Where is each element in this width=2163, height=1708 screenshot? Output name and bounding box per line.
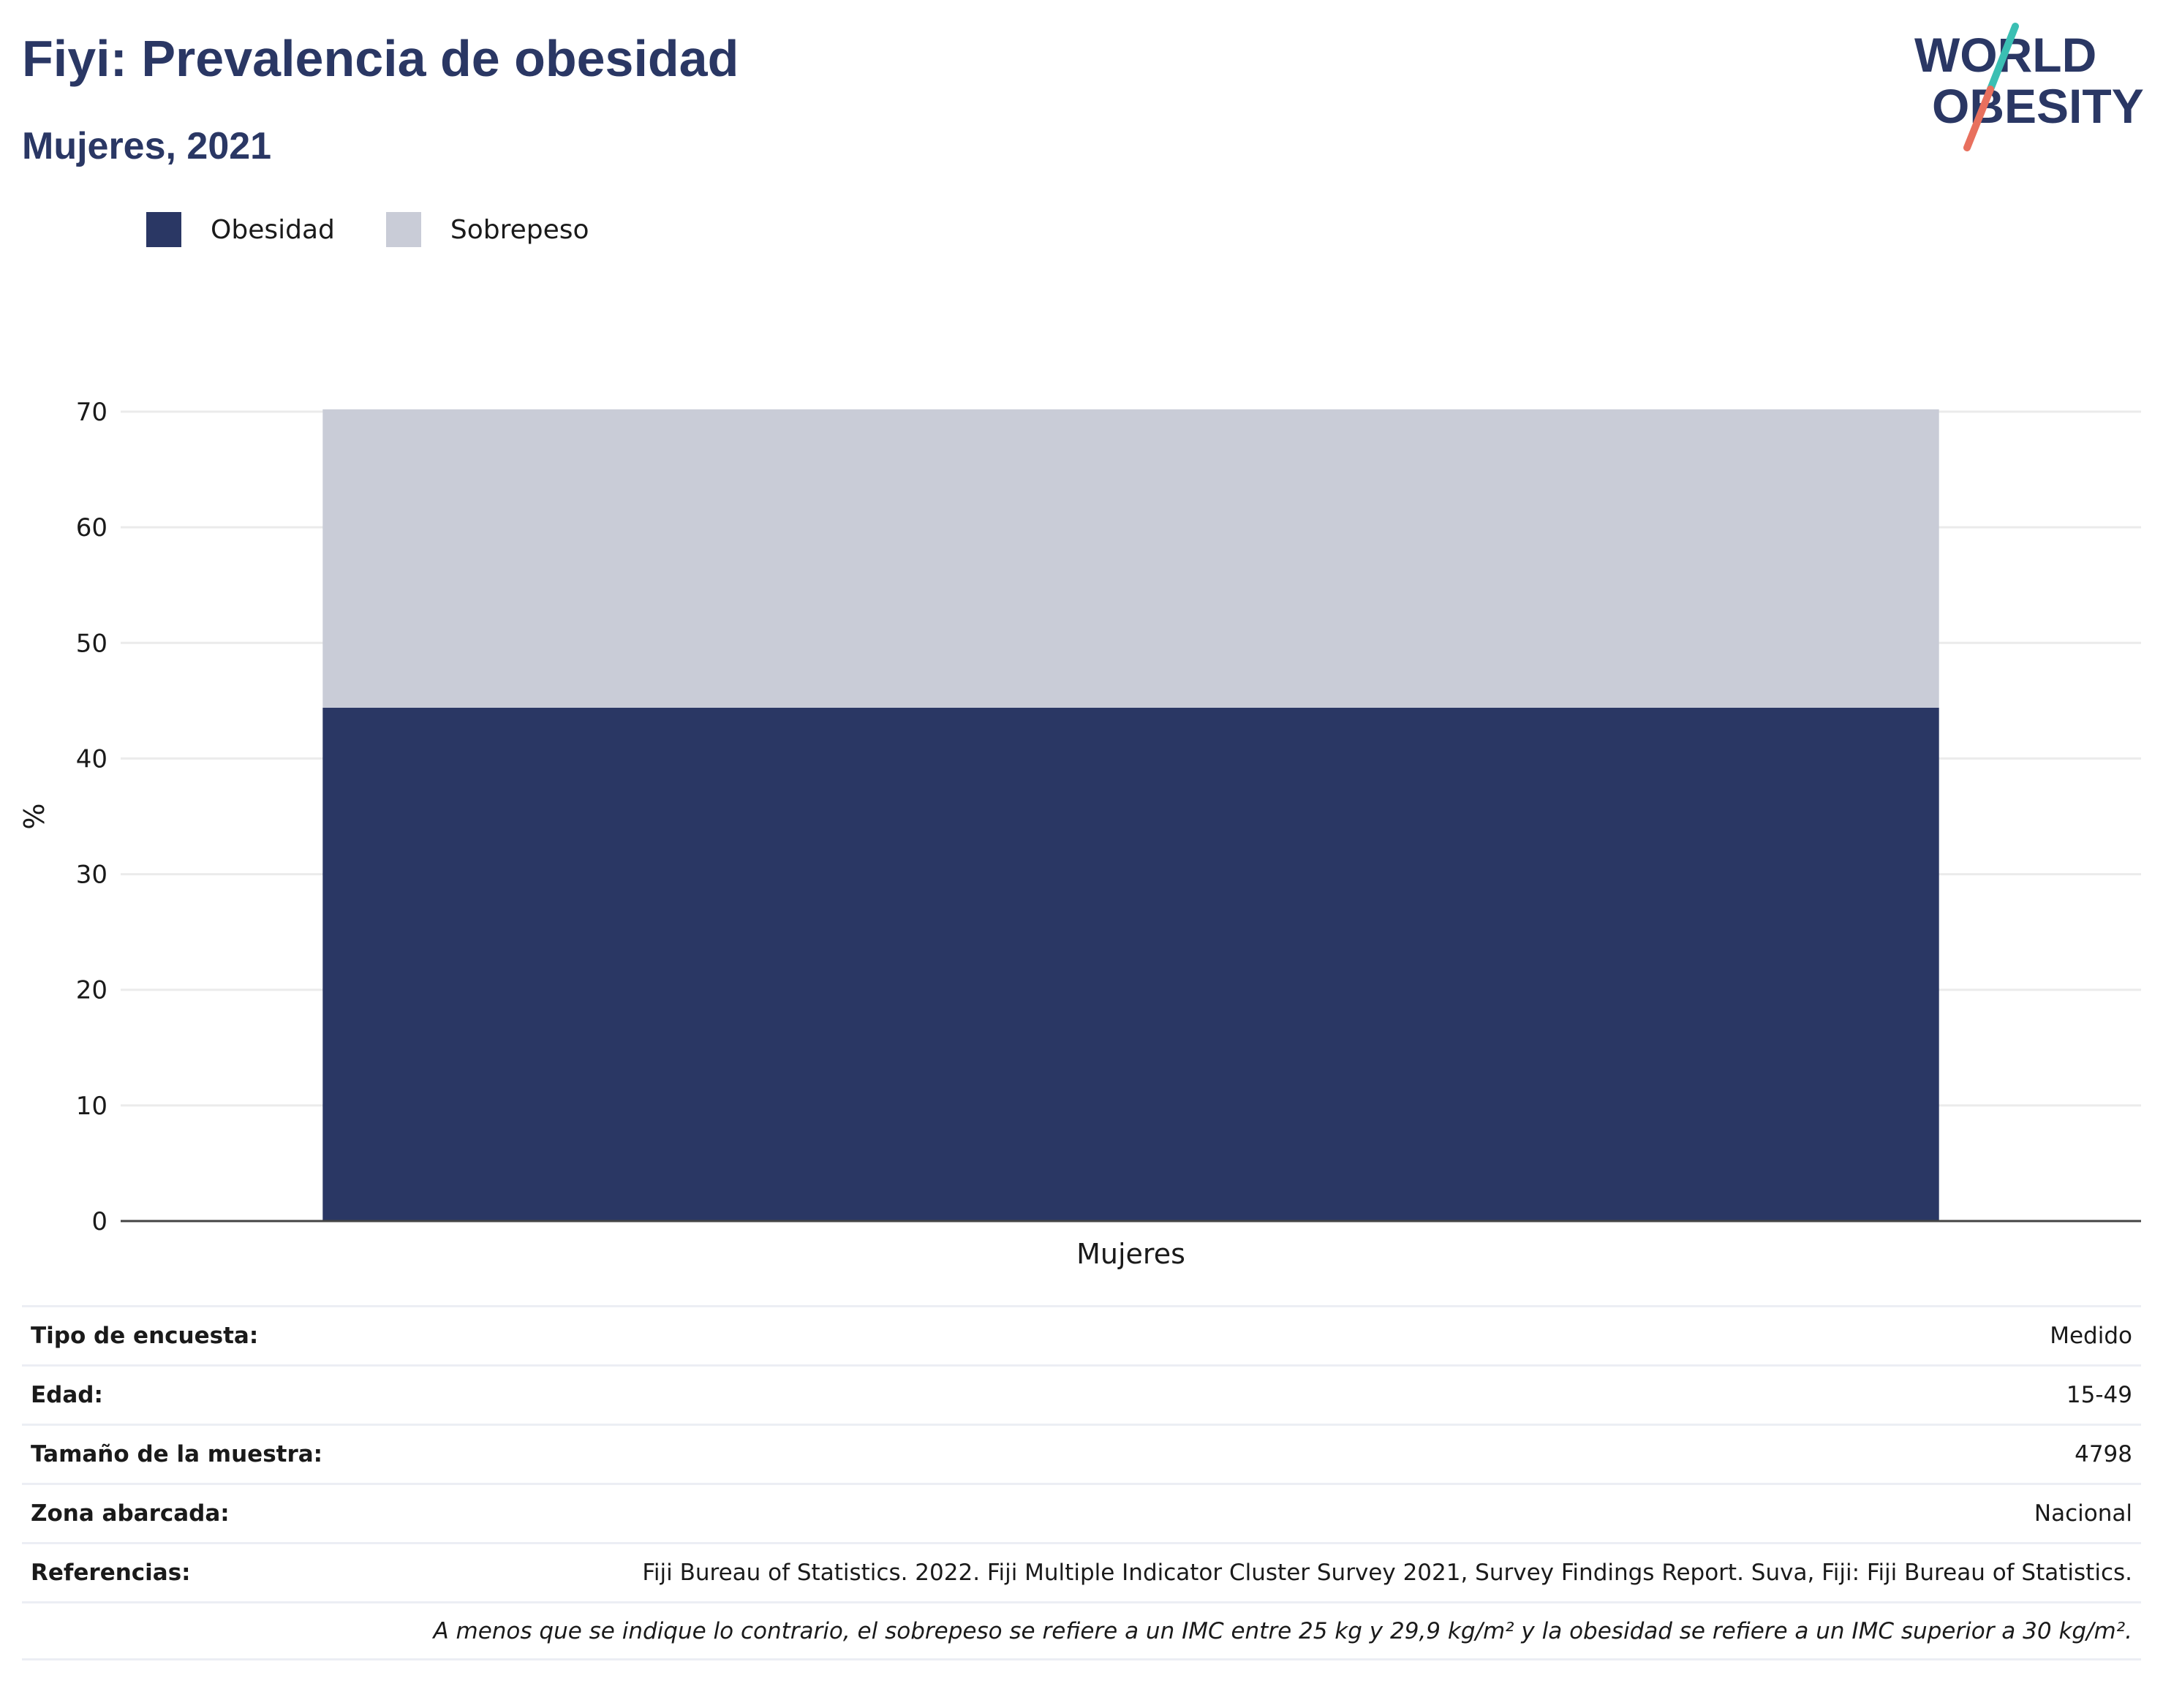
y-tick-label: 20	[76, 976, 107, 1005]
y-tick-label: 50	[76, 629, 107, 658]
info-row-references: Referencias: Fiji Bureau of Statistics. …	[22, 1542, 2141, 1601]
y-tick-label: 70	[76, 398, 107, 427]
info-row-survey-type: Tipo de encuesta: Medido	[22, 1305, 2141, 1364]
bar-chart: 0 10 20 30 40 50 60 70 Mujeres%	[18, 398, 2141, 1270]
y-axis-title: %	[18, 803, 50, 829]
info-row-sample-size: Tamaño de la muestra: 4798	[22, 1424, 2141, 1483]
info-value: 4798	[2075, 1441, 2132, 1467]
x-category-label: Mujeres	[1076, 1238, 1185, 1270]
info-label: Referencias:	[31, 1560, 191, 1586]
y-tick-label: 0	[91, 1207, 107, 1236]
info-value: Fiji Bureau of Statistics. 2022. Fiji Mu…	[642, 1560, 2132, 1586]
y-tick-label: 40	[76, 744, 107, 774]
definition-note: A menos que se indique lo contrario, el …	[433, 1617, 2132, 1644]
bar-sobrepeso	[322, 409, 1939, 708]
legend-item-sobrepeso[interactable]: Sobrepeso	[385, 212, 589, 247]
info-row-note: A menos que se indique lo contrario, el …	[22, 1601, 2141, 1660]
chart-subtitle: Mujeres, 2021	[22, 125, 272, 167]
info-label: Zona abarcada:	[31, 1500, 230, 1527]
info-label: Tamaño de la muestra:	[31, 1441, 323, 1467]
legend-swatch-obesidad	[146, 212, 181, 247]
survey-info-table: Tipo de encuesta: Medido Edad: 15-49 Tam…	[22, 1305, 2141, 1660]
info-value: Medido	[2050, 1323, 2132, 1349]
legend-label-sobrepeso: Sobrepeso	[450, 214, 589, 245]
bar-obesidad	[322, 707, 1939, 1221]
chart-legend: Obesidad Sobrepeso	[146, 212, 641, 247]
info-label: Tipo de encuesta:	[31, 1323, 259, 1349]
legend-swatch-sobrepeso	[385, 212, 421, 247]
world-obesity-logo: WORLD OBESITY	[1914, 23, 2144, 151]
info-row-age: Edad: 15-49	[22, 1364, 2141, 1424]
logo-word-obesity: OBESITY	[1932, 79, 2144, 133]
y-tick-label: 30	[76, 861, 107, 890]
info-value: 15-49	[2066, 1382, 2132, 1408]
y-tick-label: 60	[76, 513, 107, 543]
legend-label-obesidad: Obesidad	[211, 214, 335, 245]
y-tick-label: 10	[76, 1092, 107, 1121]
logo-slash-top	[1987, 23, 2019, 93]
info-row-area: Zona abarcada: Nacional	[22, 1483, 2141, 1542]
info-label: Edad:	[31, 1382, 103, 1408]
logo-slash-bottom	[1963, 86, 1994, 151]
info-value: Nacional	[2034, 1500, 2132, 1527]
legend-item-obesidad[interactable]: Obesidad	[146, 212, 335, 247]
chart-title: Fiyi: Prevalencia de obesidad	[22, 30, 739, 87]
